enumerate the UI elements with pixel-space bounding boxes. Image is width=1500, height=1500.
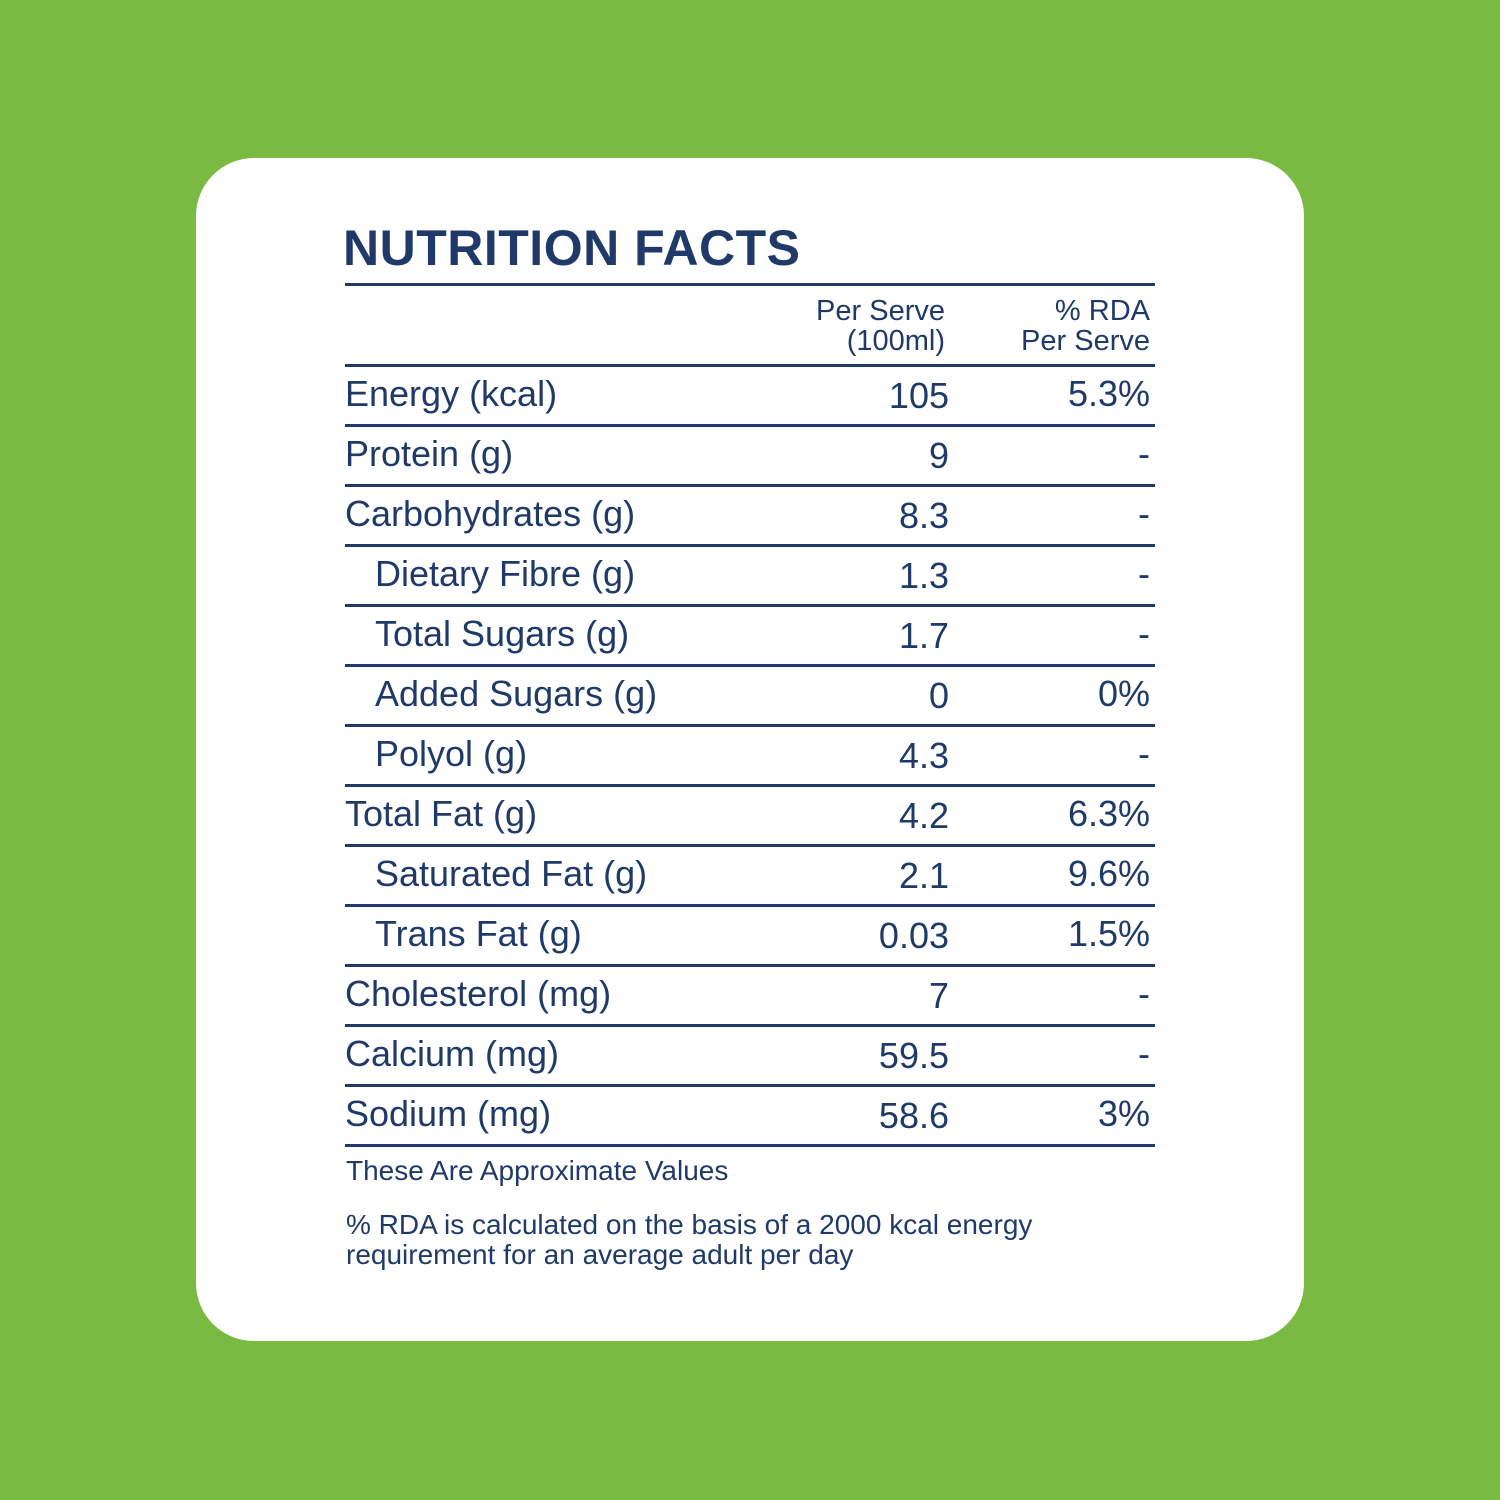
rda-header-line2: Per Serve [1021, 325, 1150, 357]
table-row: Polyol (g) 4.3 - [345, 727, 1155, 784]
nutrient-label: Total Fat (g) [345, 793, 538, 834]
nutrient-label: Calcium (mg) [345, 1033, 560, 1074]
nutrient-label: Polyol (g) [375, 733, 528, 774]
per-serve-header-line2: (100ml) [846, 325, 945, 357]
row-divider [345, 424, 1155, 427]
table-row: Cholesterol (mg) 7 - [345, 967, 1155, 1024]
row-divider [345, 904, 1155, 907]
nutrient-rda: - [1138, 493, 1150, 534]
table-row: Carbohydrates (g) 8.3 - [345, 487, 1155, 544]
table-row: Energy (kcal) 105 5.3% [345, 367, 1155, 424]
table-row: Total Fat (g) 4.2 6.3% [345, 787, 1155, 844]
nutrient-rda: 3% [1097, 1093, 1150, 1134]
table-row: Added Sugars (g) 0 0% [345, 667, 1155, 724]
table-row: Sodium (mg) 58.6 3% [345, 1087, 1155, 1144]
table-row: Calcium (mg) 59.5 - [345, 1027, 1155, 1084]
row-divider [345, 964, 1155, 967]
nutrient-label: Energy (kcal) [345, 373, 558, 414]
nutrient-value: 4.3 [898, 735, 949, 776]
row-divider [345, 604, 1155, 607]
nutrient-label: Total Sugars (g) [375, 613, 630, 654]
nutrient-label: Protein (g) [345, 433, 514, 474]
table-row: Trans Fat (g) 0.03 1.5% [345, 907, 1155, 964]
nutrient-value: 4.2 [898, 795, 949, 836]
row-divider [345, 664, 1155, 667]
nutrient-rda: 5.3% [1067, 373, 1150, 414]
nutrient-value: 1.3 [898, 555, 949, 596]
nutrient-value: 1.7 [898, 615, 949, 656]
nutrient-rda: - [1138, 553, 1150, 594]
header-rule [345, 364, 1155, 367]
nutrient-rda: - [1138, 733, 1150, 774]
nutrient-value: 105 [888, 375, 949, 416]
nutrient-label: Cholesterol (mg) [345, 973, 612, 1014]
nutrient-value: 8.3 [898, 495, 949, 536]
row-divider [345, 784, 1155, 787]
nutrient-rda: 1.5% [1067, 913, 1150, 954]
nutrient-rda: 9.6% [1067, 853, 1150, 894]
table-bottom-rule [345, 1144, 1155, 1147]
nutrient-value: 59.5 [878, 1035, 949, 1076]
row-divider [345, 484, 1155, 487]
page-title: NUTRITION FACTS [343, 220, 801, 276]
nutrient-label: Saturated Fat (g) [375, 853, 648, 894]
table-header: Per Serve (100ml) % RDA Per Serve [345, 286, 1155, 364]
nutrient-value: 9 [928, 435, 949, 476]
nutrient-rda: - [1138, 613, 1150, 654]
table-row: Dietary Fibre (g) 1.3 - [345, 547, 1155, 604]
per-serve-header-line1: Per Serve [816, 295, 945, 327]
nutrient-label: Dietary Fibre (g) [375, 553, 636, 594]
table-row: Saturated Fat (g) 2.1 9.6% [345, 847, 1155, 904]
table-top-rule [345, 283, 1155, 286]
nutrient-rda: 0% [1097, 673, 1150, 714]
nutrient-rda: - [1138, 973, 1150, 1014]
nutrient-rda: 6.3% [1067, 793, 1150, 834]
table-row: Total Sugars (g) 1.7 - [345, 607, 1155, 664]
nutrient-label: Trans Fat (g) [375, 913, 582, 954]
row-divider [345, 844, 1155, 847]
table-row: Protein (g) 9 - [345, 427, 1155, 484]
approximate-values-note: These Are Approximate Values [346, 1155, 729, 1186]
nutrient-label: Carbohydrates (g) [345, 493, 636, 534]
rda-basis-note: % RDA is calculated on the basis of a 20… [346, 1209, 1033, 1270]
rda-column-header: % RDA Per Serve [1021, 296, 1150, 356]
nutrient-rda: - [1138, 1033, 1150, 1074]
nutrient-label: Sodium (mg) [345, 1093, 552, 1134]
nutrient-label: Added Sugars (g) [375, 673, 658, 714]
row-divider [345, 1084, 1155, 1087]
nutrient-rda: - [1138, 433, 1150, 474]
nutrient-value: 58.6 [878, 1095, 949, 1136]
row-divider [345, 544, 1155, 547]
nutrient-value: 7 [928, 975, 949, 1016]
nutrient-value: 0 [928, 675, 949, 716]
per-serve-column-header: Per Serve (100ml) [816, 296, 945, 356]
rda-header-line1: % RDA [1054, 295, 1150, 327]
nutrient-value: 0.03 [878, 915, 949, 956]
nutrient-value: 2.1 [898, 855, 949, 896]
nutrition-card [196, 158, 1304, 1341]
row-divider [345, 724, 1155, 727]
row-divider [345, 1024, 1155, 1027]
